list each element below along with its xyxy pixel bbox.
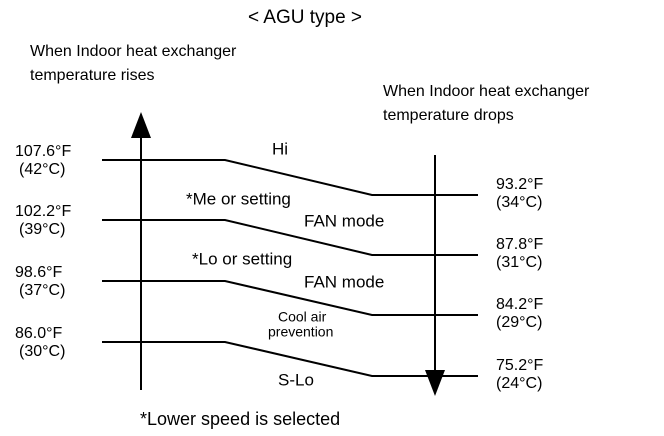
- left-heading: When Indoor heat exchanger: [30, 43, 237, 60]
- right-temp-c: (31°C): [496, 254, 542, 271]
- threshold-line: [102, 159, 478, 196]
- zone-label: *Lo or setting: [192, 249, 292, 268]
- threshold-line: [102, 219, 478, 256]
- left-heading: temperature rises: [30, 67, 155, 84]
- zone-label: Hi: [272, 139, 288, 158]
- right-temp-c: (34°C): [496, 194, 542, 211]
- title: < AGU type >: [248, 7, 362, 28]
- threshold-line: [102, 280, 478, 316]
- zone-label: *Me or setting: [186, 189, 291, 208]
- up-arrowhead: [131, 112, 151, 138]
- footnote: *Lower speed is selected: [140, 409, 340, 429]
- zone-label: Cool air: [278, 309, 327, 325]
- zone-label: FAN mode: [304, 272, 384, 291]
- left-temp-c: (39°C): [19, 221, 65, 238]
- right-temp-f: 87.8°F: [496, 236, 544, 253]
- zone-label: FAN mode: [304, 211, 384, 230]
- left-temp-c: (37°C): [19, 282, 65, 299]
- right-temp-f: 75.2°F: [496, 357, 544, 374]
- right-temp-f: 93.2°F: [496, 176, 544, 193]
- left-temp-c: (42°C): [19, 161, 65, 178]
- right-heading: When Indoor heat exchanger: [383, 83, 590, 100]
- left-temp-f: 102.2°F: [15, 203, 71, 220]
- right-temp-f: 84.2°F: [496, 296, 544, 313]
- right-temp-c: (29°C): [496, 314, 542, 331]
- right-heading: temperature drops: [383, 107, 514, 124]
- threshold-line: [102, 341, 478, 377]
- zone-label: S-Lo: [278, 370, 314, 389]
- left-temp-f: 107.6°F: [15, 143, 71, 160]
- down-arrowhead: [425, 370, 445, 396]
- left-temp-f: 86.0°F: [15, 325, 63, 342]
- left-temp-c: (30°C): [19, 343, 65, 360]
- right-temp-c: (24°C): [496, 375, 542, 392]
- left-temp-f: 98.6°F: [15, 264, 63, 281]
- zone-label: prevention: [268, 324, 333, 340]
